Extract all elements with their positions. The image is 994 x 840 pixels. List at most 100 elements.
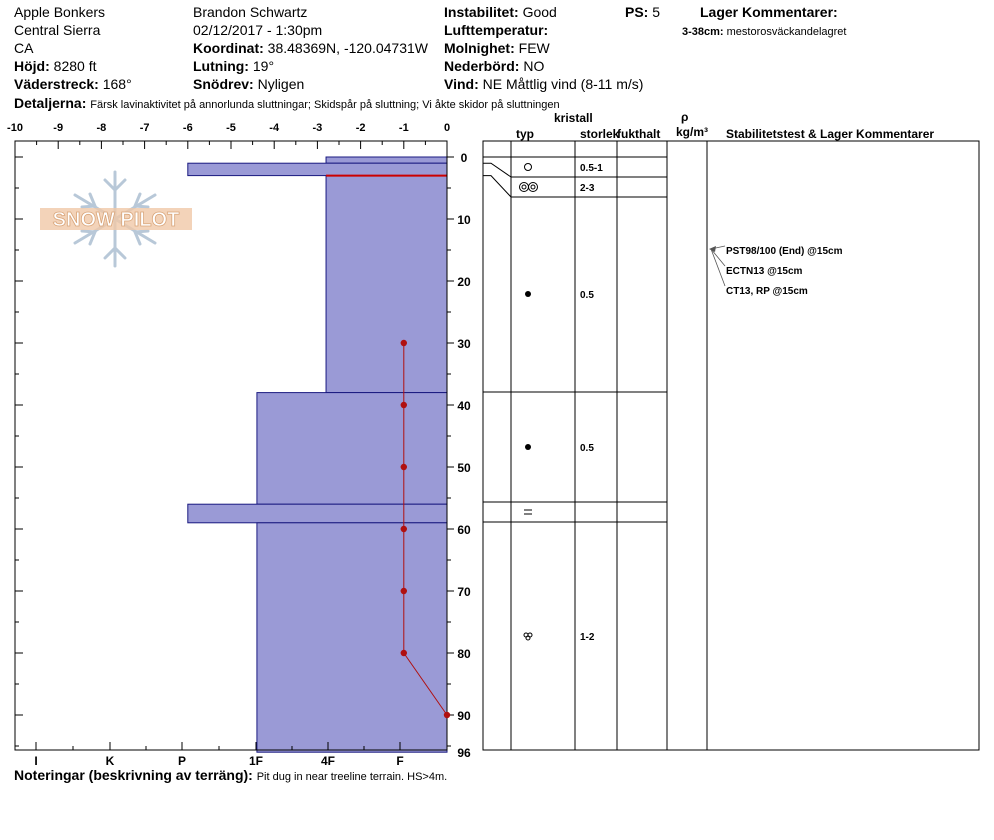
hardness-layer — [187, 162, 448, 177]
precip-value: NO — [523, 58, 545, 74]
details-label: Detaljerna: — [14, 95, 87, 111]
slope-label: Lutning: — [193, 58, 249, 74]
hardness-tick-label: K — [106, 754, 115, 768]
grain-double-circle-icon — [519, 182, 529, 192]
hardness-tick-label: 1F — [249, 754, 263, 768]
ps-value: 5 — [652, 4, 661, 20]
grain-double-circle-inner — [521, 184, 527, 190]
hardness-tick-label: 4F — [321, 754, 335, 768]
grain-dot-icon — [525, 444, 531, 450]
airtemp-label: Lufttemperatur: — [444, 22, 549, 38]
sky-label: Molnighet: — [444, 40, 515, 56]
depth-tick-label: 20 — [457, 275, 471, 289]
coordinate-row: Koordinat: 38.48369N, -120.04731W — [193, 40, 428, 56]
wind-value: NE Måttlig vind (8-11 m/s) — [482, 76, 644, 92]
slope-row: Lutning: 19° — [193, 58, 274, 74]
layer-comments-label: Lager Kommentarer: — [700, 4, 838, 20]
depth-tick-label: 0 — [461, 151, 468, 165]
temp-tick-label: -1 — [399, 122, 409, 134]
stability-value: Good — [522, 4, 557, 20]
grain-size-label: 1-2 — [580, 632, 595, 643]
type-header: typ — [516, 127, 534, 141]
notes-label: Noteringar (beskrivning av terräng): — [14, 767, 253, 783]
coordinate-label: Koordinat: — [193, 40, 264, 56]
hardness-tick-label: P — [178, 754, 186, 768]
layer-comment-range: 3-38cm: — [682, 26, 724, 38]
temperature-point — [400, 463, 407, 471]
hardness-layer — [325, 175, 448, 394]
temp-tick-label: -7 — [140, 122, 150, 134]
notes-text: Pit dug in near treeline terrain. HS>4m. — [256, 771, 448, 783]
hardness-layer — [256, 522, 448, 753]
depth-tick-label: 10 — [457, 213, 471, 227]
depth-tick-label: 60 — [457, 523, 471, 537]
details-row: Detaljerna: Färsk lavinaktivitet på anno… — [14, 95, 560, 113]
tests-header: Stabilitetstest & Lager Kommentarer — [726, 127, 935, 141]
stability-test-label: PST98/100 (End) @15cm — [726, 246, 843, 257]
depth-tick-label: 80 — [457, 647, 471, 661]
notes-row: Noteringar (beskrivning av terräng): Pit… — [14, 767, 447, 785]
wind-label: Vind: — [444, 76, 479, 92]
temp-tick-label: -9 — [53, 122, 63, 134]
grain-dot-icon — [525, 291, 531, 297]
slope-value: 19° — [252, 58, 275, 74]
temperature-point — [400, 401, 407, 409]
location-name: Apple Bonkers — [14, 4, 106, 20]
stability-test-label: CT13, RP @15cm — [726, 286, 808, 297]
depth-tick-label: 50 — [457, 461, 471, 475]
depth-tick-label: 40 — [457, 399, 471, 413]
table-frame — [482, 140, 980, 751]
grain-size-label: 2-3 — [580, 183, 595, 194]
grain-size-label: 0.5 — [580, 290, 594, 301]
drift-value: Nyligen — [257, 76, 305, 92]
aspect-row: Väderstreck: 168° — [14, 76, 132, 92]
sky-row: Molnighet: FEW — [444, 40, 550, 56]
layer-comment-text: mestorosväckandelagret — [726, 26, 847, 38]
depth-tick-label: 70 — [457, 585, 471, 599]
precip-label: Nederbörd: — [444, 58, 520, 74]
elevation-value: 8280 ft — [53, 58, 97, 74]
stability-row: Instabilitet: Good — [444, 4, 557, 20]
details-text: Färsk lavinaktivitet på annorlunda slutt… — [90, 99, 560, 111]
temp-tick-label: -2 — [356, 122, 366, 134]
observation-datetime: 02/12/2017 - 1:30pm — [193, 22, 323, 38]
stability-label: Instabilitet: — [444, 4, 519, 20]
coordinate-value: 38.48369N, -120.04731W — [267, 40, 428, 56]
region-name: Central Sierra — [14, 22, 101, 38]
hardness-tick-label: F — [396, 754, 403, 768]
hardness-layer — [256, 392, 448, 505]
grain-double-circle-inner — [530, 184, 536, 190]
layer-comment-row: 3-38cm: mestorosväckandelagret — [682, 24, 846, 40]
layer-connector — [483, 162, 512, 178]
crystal-header: kristall — [554, 111, 593, 125]
temperature-point — [400, 649, 407, 657]
aspect-value: 168° — [102, 76, 132, 92]
grain-size-label: 0.5-1 — [580, 163, 603, 174]
hardness-layer — [187, 503, 448, 524]
grain-double-circle-icon — [528, 182, 538, 192]
aspect-label: Väderstreck: — [14, 76, 99, 92]
wind-row: Vind: NE Måttlig vind (8-11 m/s) — [444, 76, 643, 92]
grain-circle-icon — [524, 163, 532, 171]
grain-clover-icon — [525, 635, 531, 641]
stability-test-label: ECTN13 @15cm — [726, 266, 803, 277]
temp-tick-label: -6 — [183, 122, 193, 134]
temp-tick-label: 0 — [444, 122, 450, 134]
test-pointer-line — [710, 248, 726, 287]
drift-row: Snödrev: Nyligen — [193, 76, 304, 92]
ps-row: PS: 5 — [625, 4, 660, 20]
hardness-layer — [325, 156, 448, 164]
size-header: storlek — [580, 127, 620, 141]
temp-tick-label: -3 — [313, 122, 323, 134]
temperature-point — [400, 525, 407, 533]
logo-text: SNOW PILOT — [53, 209, 180, 231]
state-name: CA — [14, 40, 34, 56]
temperature-point — [443, 711, 451, 719]
precip-row: Nederbörd: NO — [444, 58, 544, 74]
temperature-point — [400, 587, 407, 595]
test-pointer-line — [710, 248, 726, 267]
elevation-label: Höjd: — [14, 58, 50, 74]
grain-size-label: 0.5 — [580, 443, 594, 454]
moisture-header: fukthalt — [617, 127, 661, 141]
